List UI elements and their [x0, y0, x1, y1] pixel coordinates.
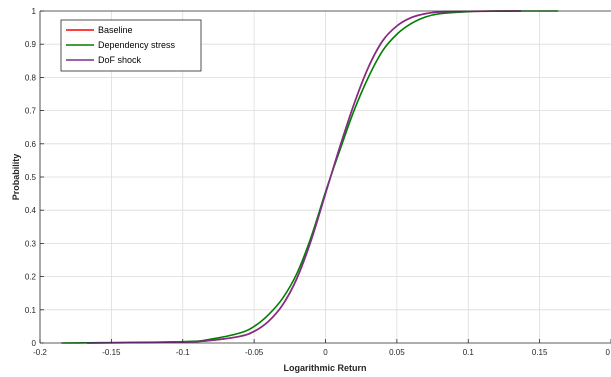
series-lines	[61, 10, 559, 344]
x-tick-label: -0.15	[102, 348, 121, 357]
x-axis-label: Logarithmic Return	[283, 363, 366, 373]
x-tick-label: 0.05	[389, 348, 405, 357]
y-tick-label: 0.3	[25, 239, 37, 248]
x-tick-label: -0.2	[33, 348, 47, 357]
legend-label-baseline: Baseline	[98, 25, 133, 35]
y-axis-label: Probability	[11, 154, 21, 201]
y-tick-label: 0.9	[25, 40, 37, 49]
grid-lines	[40, 11, 611, 343]
x-tick-label: -0.1	[176, 348, 190, 357]
x-tick-label: -0.05	[245, 348, 264, 357]
y-tick-label: 0	[32, 339, 37, 348]
y-tick-label: 0.2	[25, 273, 37, 282]
y-tick-label: 0.4	[25, 206, 37, 215]
y-axis-ticks: 0 0.1 0.2 0.3 0.4 0.5 0.6 0.7 0.8 0.9 1	[25, 7, 44, 348]
y-tick-label: 0.1	[25, 306, 37, 315]
series-line-dependency-stress	[61, 10, 559, 344]
x-axis-ticks: -0.2 -0.15 -0.1 -0.05 0 0.05 0.1 0.15 0	[33, 339, 611, 357]
legend: Baseline Dependency stress DoF shock	[60, 19, 202, 72]
x-tick-label: 0.15	[532, 348, 548, 357]
x-tick-label: 0.1	[463, 348, 475, 357]
y-tick-label: 0.7	[25, 107, 37, 116]
x-tick-label: 0	[606, 348, 611, 357]
y-tick-label: 0.5	[25, 173, 37, 182]
y-tick-label: 0.8	[25, 73, 37, 82]
legend-label-dof-shock: DoF shock	[98, 55, 142, 65]
y-tick-label: 1	[32, 7, 37, 16]
series-line-dof-shock	[87, 10, 522, 344]
legend-label-dependency-stress: Dependency stress	[98, 40, 176, 50]
y-tick-label: 0.6	[25, 140, 37, 149]
x-tick-label: 0	[323, 348, 328, 357]
